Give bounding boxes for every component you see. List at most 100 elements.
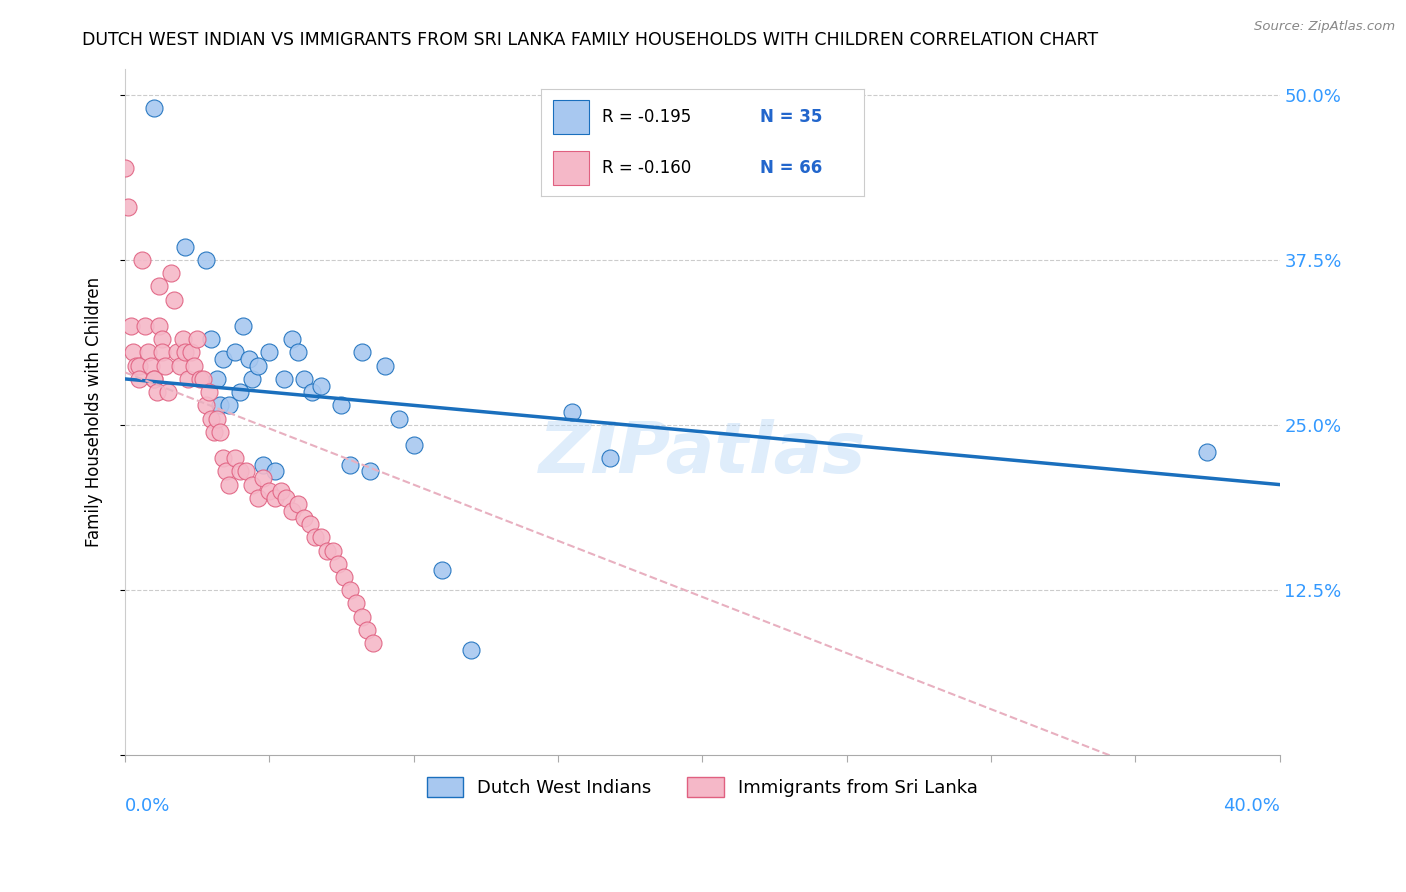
Text: Source: ZipAtlas.com: Source: ZipAtlas.com (1254, 20, 1395, 33)
Point (136, 345, 159, 359)
Point (150, 332, 173, 346)
Point (281, 332, 304, 346)
Point (224, 451, 246, 466)
Point (240, 372, 263, 386)
Point (200, 332, 222, 346)
Point (188, 372, 211, 386)
Point (276, 491, 298, 505)
Point (432, 563, 454, 577)
Point (561, 405, 583, 419)
Point (402, 438, 425, 452)
Point (344, 597, 367, 611)
Point (224, 345, 246, 359)
Point (361, 636, 384, 650)
Legend: Dutch West Indians, Immigrants from Sri Lanka: Dutch West Indians, Immigrants from Sri … (419, 770, 986, 805)
Point (292, 372, 315, 386)
Point (191, 372, 214, 386)
Point (160, 266, 183, 280)
Point (209, 425, 232, 439)
Point (166, 345, 188, 359)
Point (235, 464, 257, 478)
Point (148, 319, 170, 334)
Point (122, 345, 145, 359)
Point (177, 372, 200, 386)
Point (257, 345, 280, 359)
Point (120, 319, 142, 334)
Point (298, 517, 321, 532)
Point (292, 510, 315, 524)
Text: ZIPatlas: ZIPatlas (538, 418, 866, 488)
Point (174, 240, 197, 254)
Text: 40.0%: 40.0% (1223, 797, 1279, 814)
Point (142, 101, 165, 115)
Point (287, 345, 309, 359)
Point (157, 385, 180, 400)
Point (264, 491, 287, 505)
Point (131, 253, 153, 268)
Point (356, 623, 378, 637)
Point (194, 398, 217, 412)
Point (252, 458, 274, 472)
Point (134, 319, 156, 334)
Point (172, 332, 194, 346)
Point (229, 385, 252, 400)
Point (155, 359, 177, 373)
Point (240, 477, 263, 491)
Point (374, 359, 396, 373)
Point (257, 484, 280, 499)
Point (205, 372, 228, 386)
Text: DUTCH WEST INDIAN VS IMMIGRANTS FROM SRI LANKA FAMILY HOUSEHOLDS WITH CHILDREN C: DUTCH WEST INDIAN VS IMMIGRANTS FROM SRI… (83, 31, 1098, 49)
Point (202, 425, 225, 439)
Point (309, 378, 332, 392)
Point (350, 345, 373, 359)
Point (186, 332, 208, 346)
Point (460, 642, 482, 657)
Point (229, 464, 252, 478)
Point (246, 491, 269, 505)
Point (212, 352, 235, 367)
Point (145, 385, 167, 400)
Point (200, 411, 222, 425)
Point (205, 411, 228, 425)
Point (330, 398, 353, 412)
Point (301, 385, 323, 400)
Point (333, 570, 356, 584)
Point (339, 583, 361, 598)
Point (128, 372, 150, 386)
Point (316, 543, 339, 558)
Point (328, 557, 350, 571)
Point (264, 464, 287, 478)
Point (238, 352, 260, 367)
Point (232, 319, 254, 334)
Point (273, 372, 295, 386)
Point (350, 609, 373, 624)
Point (174, 345, 197, 359)
Point (218, 398, 240, 412)
Point (148, 279, 170, 293)
Point (281, 504, 304, 518)
Point (304, 530, 326, 544)
Point (215, 464, 238, 478)
Point (212, 451, 235, 466)
Point (163, 293, 186, 307)
Point (252, 471, 274, 485)
Point (322, 543, 344, 558)
Point (183, 359, 205, 373)
Point (169, 359, 191, 373)
Point (309, 530, 332, 544)
Point (197, 385, 219, 400)
Point (287, 497, 309, 511)
Point (150, 345, 173, 359)
Point (125, 359, 148, 373)
Point (114, 161, 136, 175)
Point (142, 372, 165, 386)
Point (180, 345, 202, 359)
Point (218, 477, 240, 491)
Text: 0.0%: 0.0% (125, 797, 170, 814)
Point (128, 359, 150, 373)
Point (142, 372, 165, 386)
Point (270, 484, 292, 499)
Point (599, 451, 621, 466)
Point (209, 398, 232, 412)
Point (194, 253, 217, 268)
